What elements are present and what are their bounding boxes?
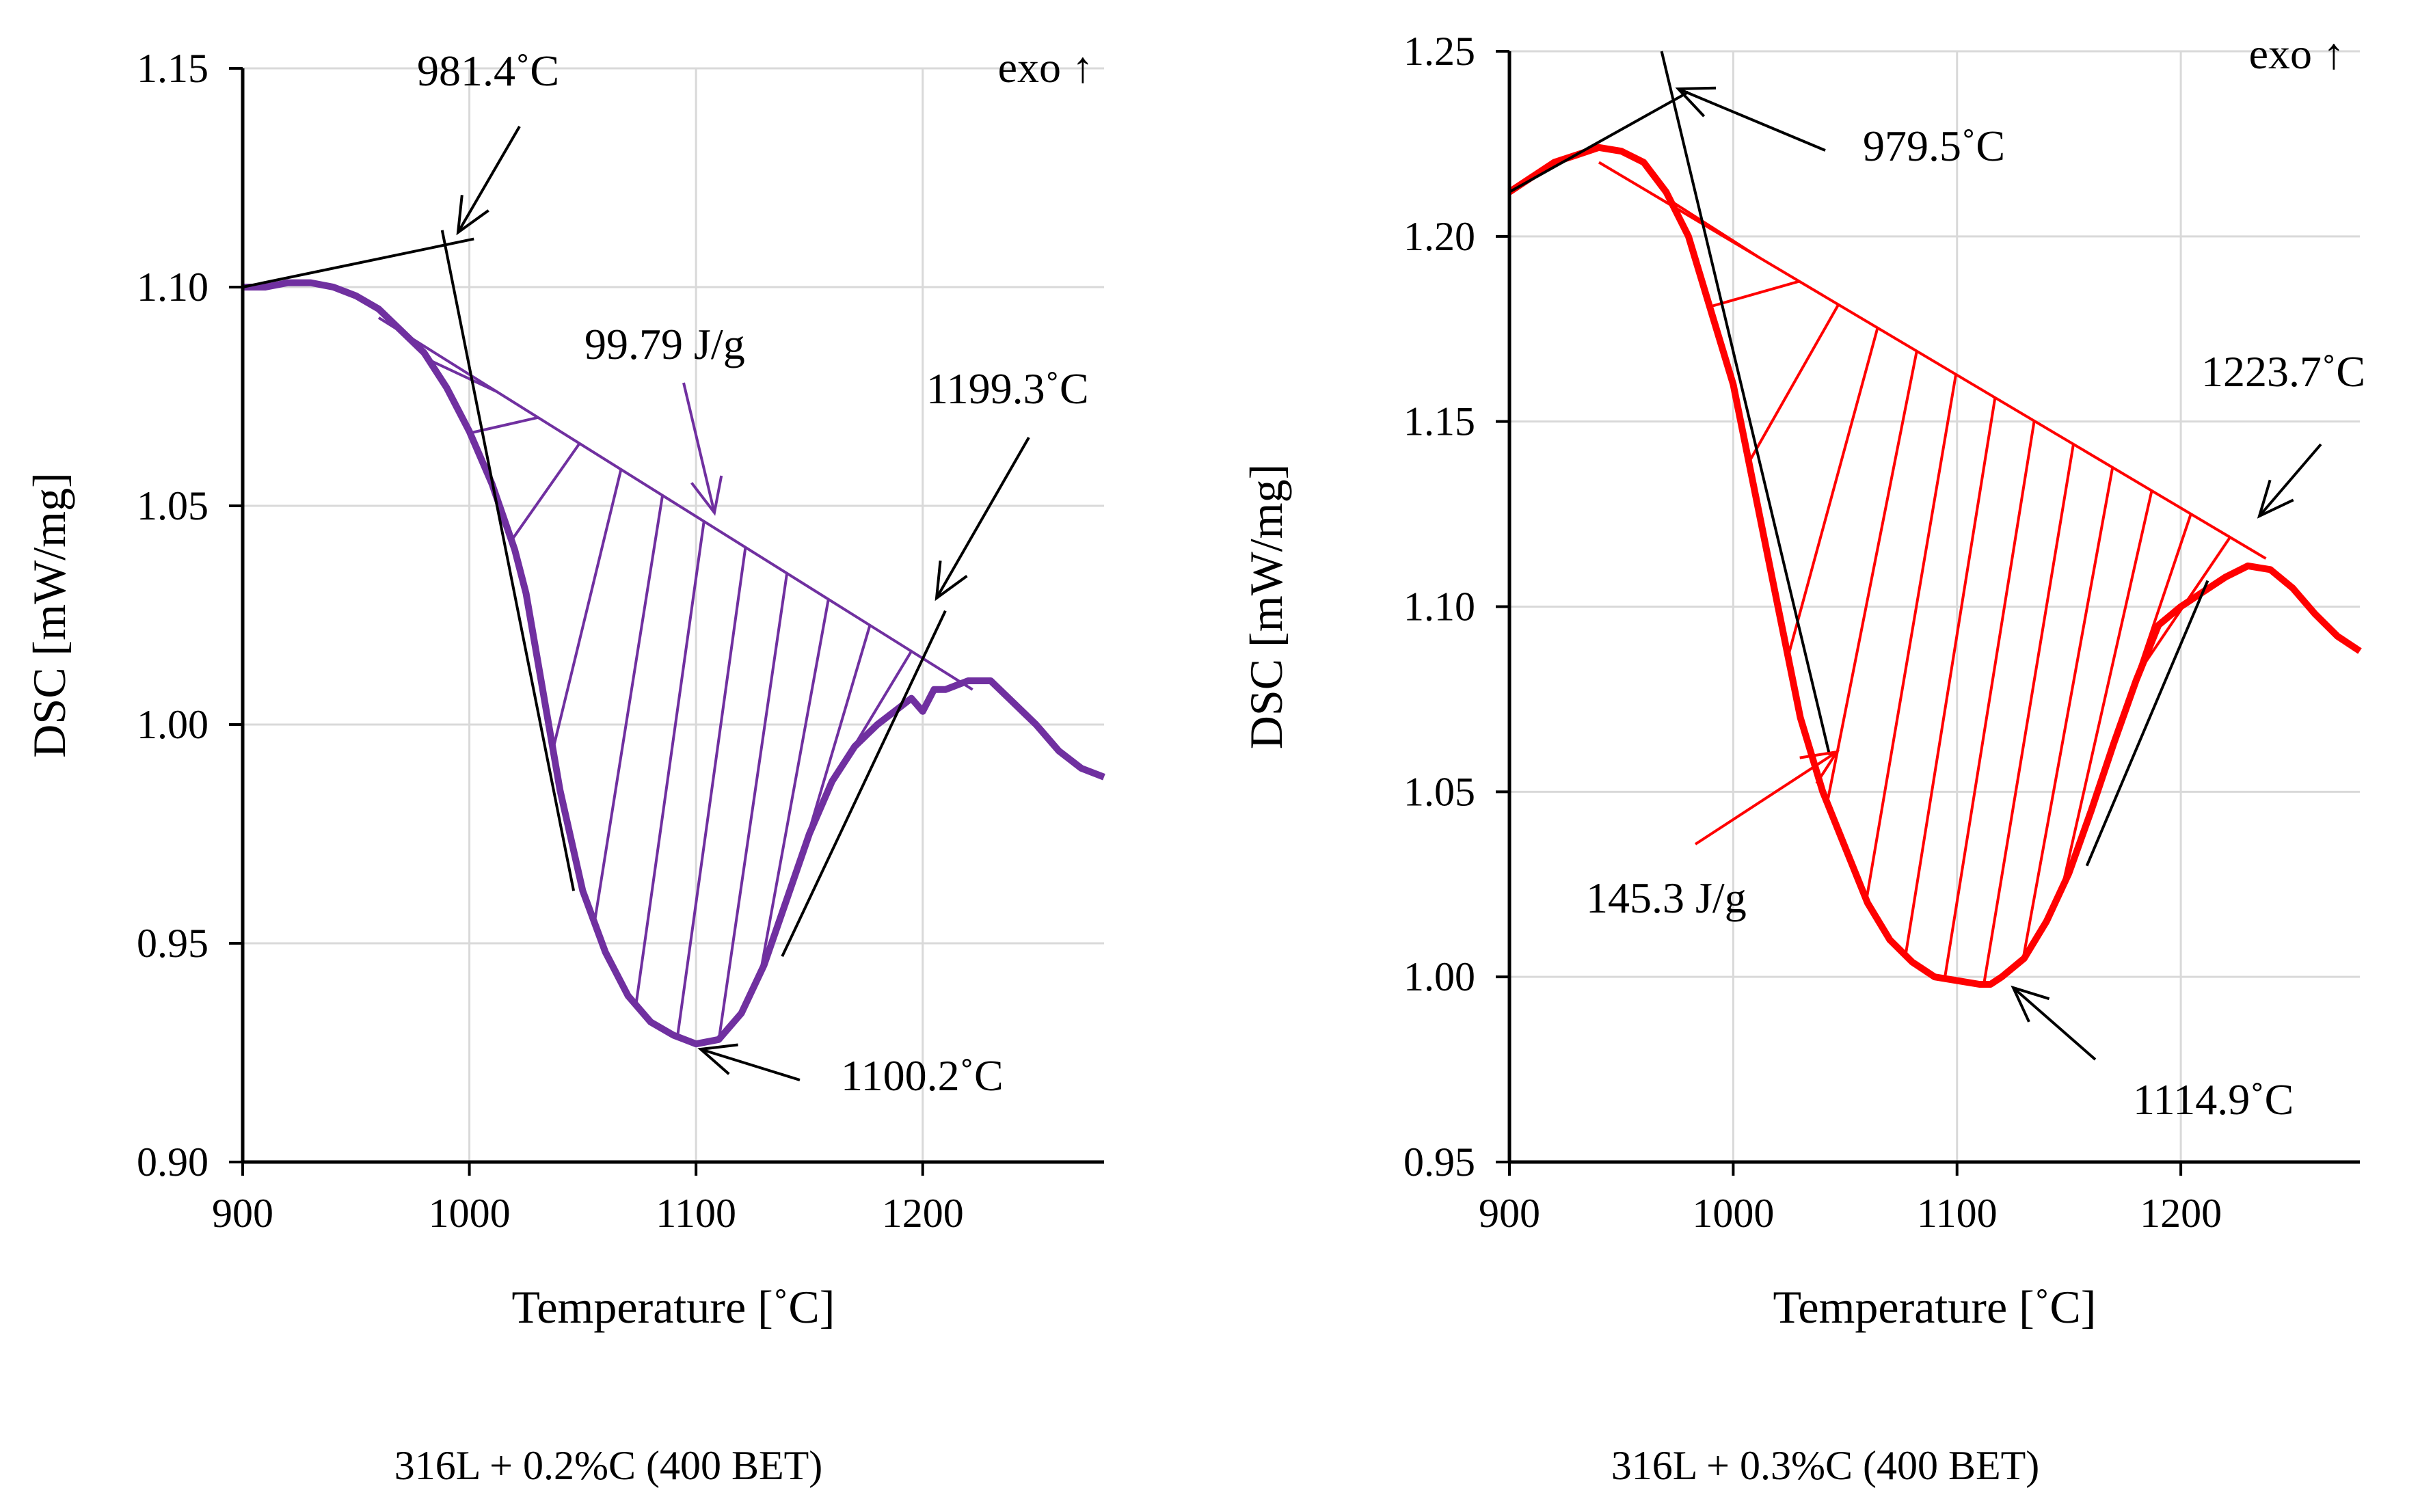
hatch-line [551, 469, 623, 750]
y-tick-label: 1.00 [137, 702, 209, 747]
y-tick-label: 1.05 [137, 483, 209, 528]
exo-indicator: exo ↑ [998, 43, 1094, 92]
offset-tangent-line [781, 610, 947, 958]
offset-temperature-label: 1199.3˚C [926, 364, 1089, 413]
x-tick-label: 900 [1479, 1191, 1540, 1236]
offset-arrow-head [2257, 479, 2294, 519]
y-tick-label: 1.10 [1403, 584, 1475, 630]
hatch-line [1904, 397, 1997, 956]
onset-arrow [457, 125, 521, 234]
baseline-extension-line [1509, 90, 1689, 193]
integration-baseline [1598, 161, 2267, 560]
x-axis-title: Temperature [˚C] [512, 1281, 835, 1333]
hatch-line [1786, 327, 1879, 658]
hatch-line [428, 358, 498, 393]
y-tick-label: 0.90 [137, 1139, 209, 1185]
y-tick-label: 1.05 [1403, 769, 1475, 814]
hatch-line [510, 442, 581, 541]
onset-arrow [1678, 87, 1826, 152]
enthalpy-area-label: 145.3 J/g [1586, 874, 1747, 922]
hatch-line [1943, 420, 2036, 979]
y-axis-title: DSC [mW/mg] [1240, 464, 1292, 749]
area-arrow [1694, 751, 1838, 846]
y-tick-label: 0.95 [1403, 1139, 1475, 1185]
hatch-line [1865, 374, 1958, 901]
hatch-line [1747, 303, 1840, 463]
x-tick-label: 1100 [656, 1191, 736, 1236]
caption-right: 316L + 0.3%C (400 BET) [1611, 1443, 2040, 1488]
hatch-line [593, 495, 664, 923]
enthalpy-area-label: 99.79 J/g [584, 320, 745, 368]
peak-arrow [2012, 986, 2097, 1061]
hatch-line [717, 573, 789, 1040]
offset-arrow [2258, 443, 2322, 517]
offset-tangent-line [2085, 580, 2209, 867]
onset-tangent-line [1660, 51, 1831, 755]
dsc-chart-0.3C: 0.95 1.00 1.05 1.10 1.15 1.20 1.25 900 1000 1100 1… [1240, 29, 2365, 1333]
caption-left: 316L + 0.2%C (400 BET) [394, 1443, 823, 1488]
x-tick-label: 900 [212, 1191, 273, 1236]
onset-arrow-head [1675, 86, 1717, 118]
offset-arrow [935, 437, 1030, 599]
y-tick-label: 1.00 [1403, 954, 1475, 999]
exo-indicator: exo ↑ [2249, 29, 2345, 78]
integration-baseline [377, 316, 973, 691]
x-tick-label: 1100 [1917, 1191, 1998, 1236]
hatch-line [2060, 490, 2153, 889]
y-tick-label: 1.25 [1403, 29, 1475, 74]
x-tick-label: 1200 [882, 1191, 964, 1236]
peak-arrow-head [2011, 985, 2050, 1023]
onset-temperature-label: 979.5˚C [1863, 122, 2005, 170]
hatch-line [634, 521, 705, 1005]
y-tick-label: 1.10 [137, 265, 209, 310]
x-axis-title: Temperature [˚C] [1773, 1281, 2097, 1333]
x-tick-label: 1000 [1692, 1191, 1774, 1236]
peak-arrow [700, 1048, 801, 1081]
hatch-line [2021, 467, 2114, 960]
area-arrow-head [1799, 750, 1840, 785]
y-tick-label: 0.95 [137, 921, 209, 966]
onset-arrow-head [456, 195, 489, 236]
area-arrow [682, 382, 716, 513]
dsc-chart-0.2C: 0.90 0.95 1.00 1.05 1.10 1.15 900 1000 1100 1200 T… [23, 43, 1105, 1333]
onset-tangent-line [440, 230, 576, 891]
peak-arrow-head [697, 1043, 738, 1075]
baseline-extension-line [242, 237, 474, 288]
hatch-line [759, 599, 830, 973]
hatch-line [1709, 280, 1800, 308]
area-arrow-head [690, 475, 723, 516]
y-tick-label: 1.20 [1403, 214, 1475, 259]
y-axis-title: DSC [mW/mg] [23, 472, 75, 757]
y-tick-label: 1.15 [1403, 399, 1475, 444]
offset-arrow-head [935, 561, 968, 602]
peak-temperature-label: 1114.9˚C [2133, 1075, 2294, 1124]
y-tick-label: 1.15 [137, 46, 209, 91]
dsc-curve [243, 279, 1105, 1048]
hatch-line [675, 547, 747, 1037]
hatch-line [1982, 444, 2075, 985]
x-tick-label: 1200 [2140, 1191, 2222, 1236]
dsc-curve [1507, 144, 2362, 988]
onset-temperature-label: 981.4˚C [417, 46, 559, 95]
hatch-line [1825, 351, 1918, 803]
peak-temperature-label: 1100.2˚C [841, 1051, 1004, 1100]
offset-temperature-label: 1223.7˚C [2201, 347, 2365, 396]
x-tick-label: 1000 [429, 1191, 511, 1236]
